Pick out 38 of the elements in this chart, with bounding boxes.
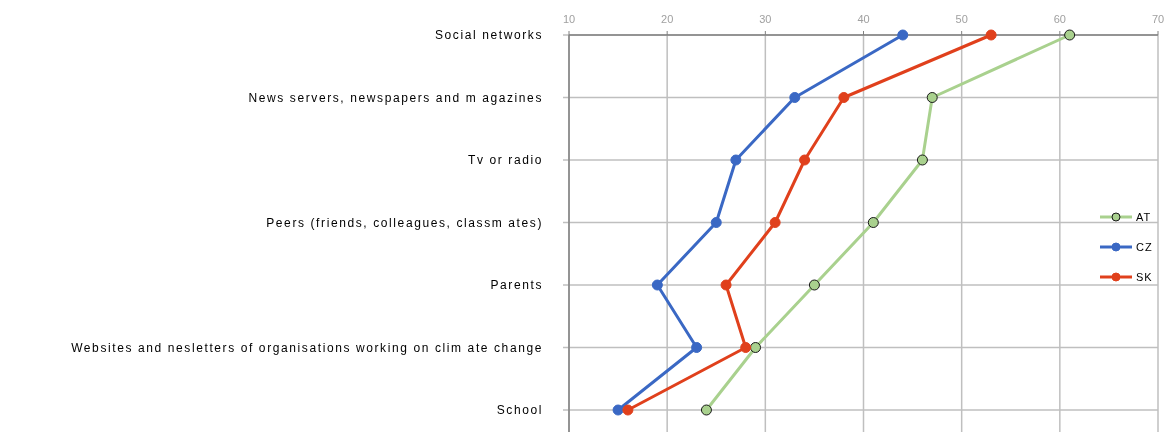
point xyxy=(622,404,634,416)
point xyxy=(985,29,997,41)
y-tick-label: Peers (friends, colleagues, classm ates) xyxy=(266,215,543,230)
point xyxy=(808,279,820,291)
point xyxy=(916,154,928,166)
x-tick-label: 50 xyxy=(955,13,968,25)
point xyxy=(897,29,909,41)
x-tick-label: 70 xyxy=(1151,13,1165,25)
y-tick-label: Websites and nesletters of organisations working on clim ate change xyxy=(71,340,543,355)
y-tick-label: School xyxy=(496,403,543,417)
point xyxy=(710,217,722,228)
point xyxy=(867,217,879,228)
point xyxy=(769,217,781,228)
point xyxy=(651,279,663,291)
point xyxy=(750,342,762,353)
legend-label: AT xyxy=(1136,211,1152,223)
x-tick-label: 20 xyxy=(661,13,674,25)
y-tick-label: Parents xyxy=(490,278,543,292)
point xyxy=(700,404,712,416)
legend-label: CZ xyxy=(1136,241,1153,253)
point xyxy=(789,92,801,103)
x-tick-label: 40 xyxy=(857,13,870,25)
point xyxy=(838,92,850,103)
y-tick-label: Social networks xyxy=(434,28,543,42)
point xyxy=(926,92,938,103)
x-tick-label: 60 xyxy=(1053,13,1066,25)
point xyxy=(799,154,811,166)
y-tick-label: Tv or radio xyxy=(468,153,543,167)
x-tick-label: 10 xyxy=(562,13,576,25)
point xyxy=(612,404,624,416)
x-tick-label: 30 xyxy=(759,13,772,25)
point xyxy=(730,154,742,166)
y-tick-label: News servers, newspapers and m agazines xyxy=(248,90,543,105)
point xyxy=(740,342,752,353)
point xyxy=(1064,29,1076,41)
legend-label: SK xyxy=(1136,271,1153,283)
point xyxy=(720,279,732,291)
point xyxy=(691,342,703,353)
